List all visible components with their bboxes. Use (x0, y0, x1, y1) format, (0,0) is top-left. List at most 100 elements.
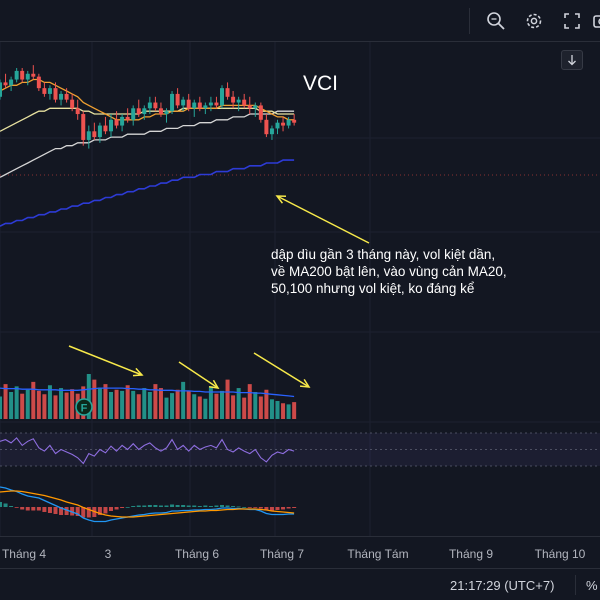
arrow-to-ma200-head (275, 195, 287, 204)
macd-histogram-bar (186, 505, 191, 507)
candle-body (70, 99, 75, 109)
volume-bar (208, 386, 213, 419)
price-pane (0, 65, 297, 227)
candle-body (231, 96, 236, 103)
volume-bar (269, 399, 274, 419)
annotation-arrows (68, 195, 370, 389)
volume-bar (247, 384, 252, 419)
scroll-down-button[interactable] (561, 50, 583, 70)
candle-body (53, 88, 58, 100)
volume-bar (120, 390, 125, 419)
volume-bar (103, 384, 108, 419)
candle-body (136, 108, 141, 115)
clock[interactable]: 21:17:29 (UTC+7) (450, 578, 555, 593)
candle-body (9, 79, 14, 86)
macd-histogram-bar (81, 507, 86, 518)
x-tick-label: Tháng 9 (448, 547, 494, 561)
candle-body (181, 99, 186, 106)
candle-body (92, 131, 97, 138)
annotation-line: 50,100 nhưng vol kiệt, ko đáng kể (271, 281, 475, 296)
volume-pane: F (0, 374, 297, 419)
candle-body (153, 102, 158, 109)
volume-bar (225, 379, 230, 419)
volume-bar (231, 395, 236, 419)
volume-bar (20, 393, 25, 419)
ma50-line (0, 107, 295, 132)
candle-body (158, 108, 163, 115)
candle-body (264, 119, 269, 135)
candle-body (114, 119, 119, 126)
ma200-line (0, 159, 295, 227)
percent-toggle[interactable]: % (586, 578, 598, 593)
candle-body (170, 93, 175, 112)
volume-bar (203, 398, 208, 419)
candle-body (197, 102, 202, 109)
candle-body (103, 125, 108, 132)
chart-title: VCI (303, 72, 339, 95)
candle-body (208, 102, 213, 106)
status-separator (575, 575, 576, 595)
macd-histogram-bar (264, 507, 269, 511)
candle-body (47, 88, 52, 94)
volume-bar (64, 392, 69, 419)
volume-bar (192, 394, 197, 419)
macd-histogram-bar (114, 507, 119, 510)
macd-histogram-bar (20, 507, 25, 510)
volume-bar (25, 389, 30, 419)
volume-bar (220, 390, 224, 419)
macd-histogram-bar (59, 507, 64, 515)
macd-histogram-bar (292, 507, 297, 508)
volume-bar (47, 385, 52, 419)
grid (0, 42, 600, 536)
volume-arrow-3-head (299, 379, 311, 388)
macd-histogram-bar (258, 507, 263, 509)
candle-body (31, 73, 36, 77)
gear-icon[interactable] (521, 8, 547, 34)
candle-body (275, 122, 280, 129)
fullscreen-icon[interactable] (559, 8, 585, 34)
candle-body (81, 114, 86, 140)
candle-body (214, 102, 219, 106)
volume-bar (92, 379, 97, 419)
candle-body (120, 116, 125, 126)
volume-bar (242, 397, 247, 419)
x-tick-label: Tháng 7 (259, 547, 305, 561)
macd-histogram-bar (0, 502, 2, 507)
chart-area[interactable]: F (0, 42, 600, 536)
volume-bar (14, 386, 19, 419)
candle-body (109, 119, 113, 132)
volume-bar (131, 390, 136, 419)
top-toolbar (0, 0, 600, 42)
volume-arrow-2 (178, 361, 219, 389)
signal-line (0, 490, 295, 518)
scroll-down-icon (568, 55, 576, 66)
macd-histogram-bar (14, 507, 19, 508)
candle-body (281, 122, 286, 126)
volume-bar (3, 384, 8, 419)
volume-bar (114, 389, 119, 419)
macd-histogram-bar (275, 507, 280, 510)
volume-bar (197, 396, 202, 419)
x-tick-label: Tháng 10 (534, 547, 586, 561)
volume-bar (181, 381, 186, 419)
candle-body (25, 73, 30, 80)
macd-histogram-bar (253, 507, 258, 508)
volume-bar (86, 374, 91, 419)
candle-body (203, 105, 208, 109)
time-axis[interactable]: Tháng 4 3 Tháng 6 Tháng 7 Tháng Tám Thán… (0, 536, 600, 568)
volume-bar (286, 404, 291, 419)
macd-histogram-bar (192, 505, 197, 507)
candle-body (59, 93, 64, 100)
macd-histogram-bar (25, 507, 30, 511)
zoom-search-icon[interactable] (483, 8, 509, 34)
candle-body (258, 105, 263, 120)
macd-histogram-bar (164, 505, 169, 507)
toolbar-separator (469, 8, 470, 34)
volume-bar (275, 401, 280, 419)
macd-histogram-bar (142, 505, 147, 507)
macd-histogram-bar (125, 507, 130, 508)
camera-icon[interactable] (590, 8, 600, 34)
macd-histogram-bar (153, 505, 158, 507)
candle-body (147, 102, 152, 109)
macd-histogram-bar (109, 507, 113, 511)
